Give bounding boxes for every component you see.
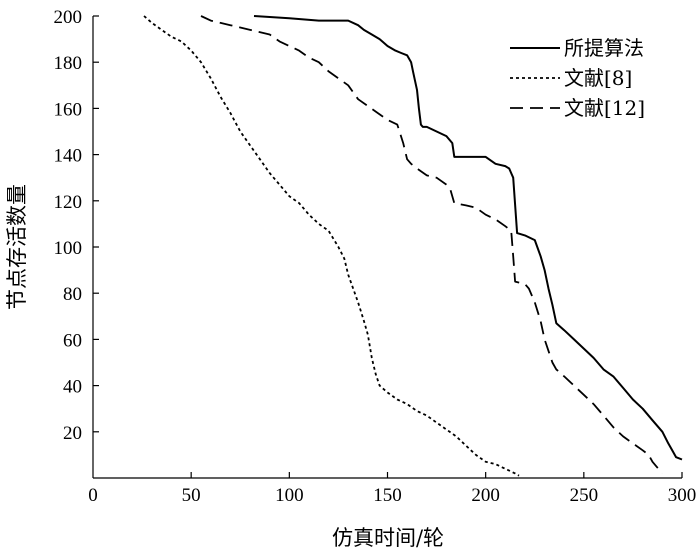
y-tick-label: 140: [54, 146, 83, 167]
legend-label-2: 文献[8]: [564, 66, 632, 90]
x-tick-label: 300: [668, 485, 697, 506]
y-tick-label: 20: [63, 423, 82, 444]
ticks: 0 50 100 150 200 250 300 20 40 60 80 100 120 140 160 18…: [54, 7, 697, 506]
legend-label-3: 文献[12]: [564, 96, 645, 120]
x-axis-label: 仿真时间/轮: [332, 526, 444, 550]
legend-label-1: 所提算法: [564, 36, 644, 60]
y-tick-label: 200: [54, 7, 83, 28]
y-tick-label: 160: [54, 99, 83, 120]
x-tick-label: 0: [88, 485, 98, 506]
y-tick-label: 80: [63, 284, 82, 305]
x-tick-label: 150: [373, 485, 402, 506]
y-tick-label: 120: [54, 192, 83, 213]
x-tick-label: 250: [570, 485, 599, 506]
y-axis-label: 节点存活数量: [5, 184, 29, 310]
series-line-2: [143, 15, 520, 477]
y-tick-label: 100: [54, 238, 83, 259]
x-tick-label: 50: [182, 485, 201, 506]
y-tick-label: 40: [63, 377, 82, 398]
x-tick-label: 200: [471, 485, 500, 506]
y-tick-label: 60: [63, 330, 82, 351]
x-tick-label: 100: [275, 485, 304, 506]
series-lines: [143, 15, 683, 477]
y-tick-label: 180: [54, 53, 83, 74]
series-line-1: [253, 15, 683, 461]
series-line-3: [200, 15, 664, 474]
